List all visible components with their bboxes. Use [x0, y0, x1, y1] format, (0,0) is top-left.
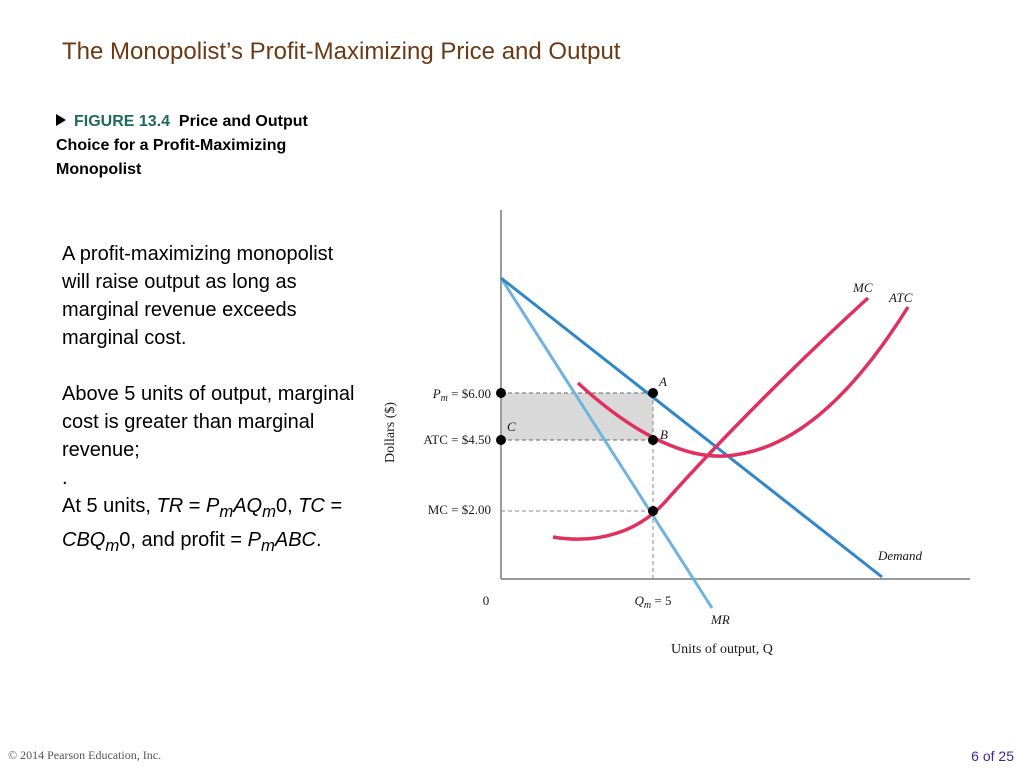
label-pm: Pm = $6.00 — [432, 386, 491, 404]
profit-area — [501, 393, 653, 440]
demand-line — [500, 276, 883, 579]
label-qm: Qm = 5 — [635, 593, 672, 611]
play-triangle-icon — [56, 114, 66, 126]
mc-curve — [552, 296, 870, 541]
dot-atc-axis — [496, 435, 506, 445]
dot-pm-axis — [496, 388, 506, 398]
figure-caption-text: Price and Output Choice for a Profit-Max… — [56, 113, 308, 178]
label-mc-value: MC = $2.00 — [428, 502, 491, 517]
label-origin: 0 — [483, 593, 490, 608]
label-atc-value: ATC = $4.50 — [423, 432, 491, 447]
label-atc-curve: ATC — [888, 290, 913, 305]
body-text: A profit-maximizing monopolist will rais… — [62, 240, 362, 560]
paragraph-dot: . — [62, 467, 68, 489]
page-title: The Monopolist’s Profit-Maximizing Price… — [62, 38, 621, 65]
dot-a — [648, 388, 658, 398]
paragraph-1: A profit-maximizing monopolist will rais… — [62, 243, 334, 349]
figure-number: FIGURE 13.4 — [74, 113, 171, 130]
label-mc-curve: MC — [852, 280, 873, 295]
y-axis-title: Dollars ($) — [383, 402, 398, 463]
mr-line — [499, 277, 714, 609]
label-mr: MR — [710, 612, 730, 627]
paragraph-2: Above 5 units of output, marginal cost i… — [62, 383, 355, 461]
paragraph-3: At 5 units, TR = PmAQm0, TC = CBQm0, and… — [62, 495, 343, 555]
dot-b — [648, 435, 658, 445]
label-demand: Demand — [877, 548, 923, 563]
figure-caption: FIGURE 13.4 Price and Output Choice for … — [56, 110, 326, 182]
copyright: © 2014 Pearson Education, Inc. — [8, 748, 162, 762]
label-point-a: A — [658, 374, 667, 389]
x-axis-title: Units of output, Q — [671, 642, 773, 657]
page-number: 6 of 25 — [971, 748, 1014, 764]
label-point-b: B — [660, 427, 668, 442]
atc-curve — [576, 306, 910, 458]
dot-mc-mr — [648, 506, 658, 516]
label-point-c: C — [507, 419, 516, 434]
